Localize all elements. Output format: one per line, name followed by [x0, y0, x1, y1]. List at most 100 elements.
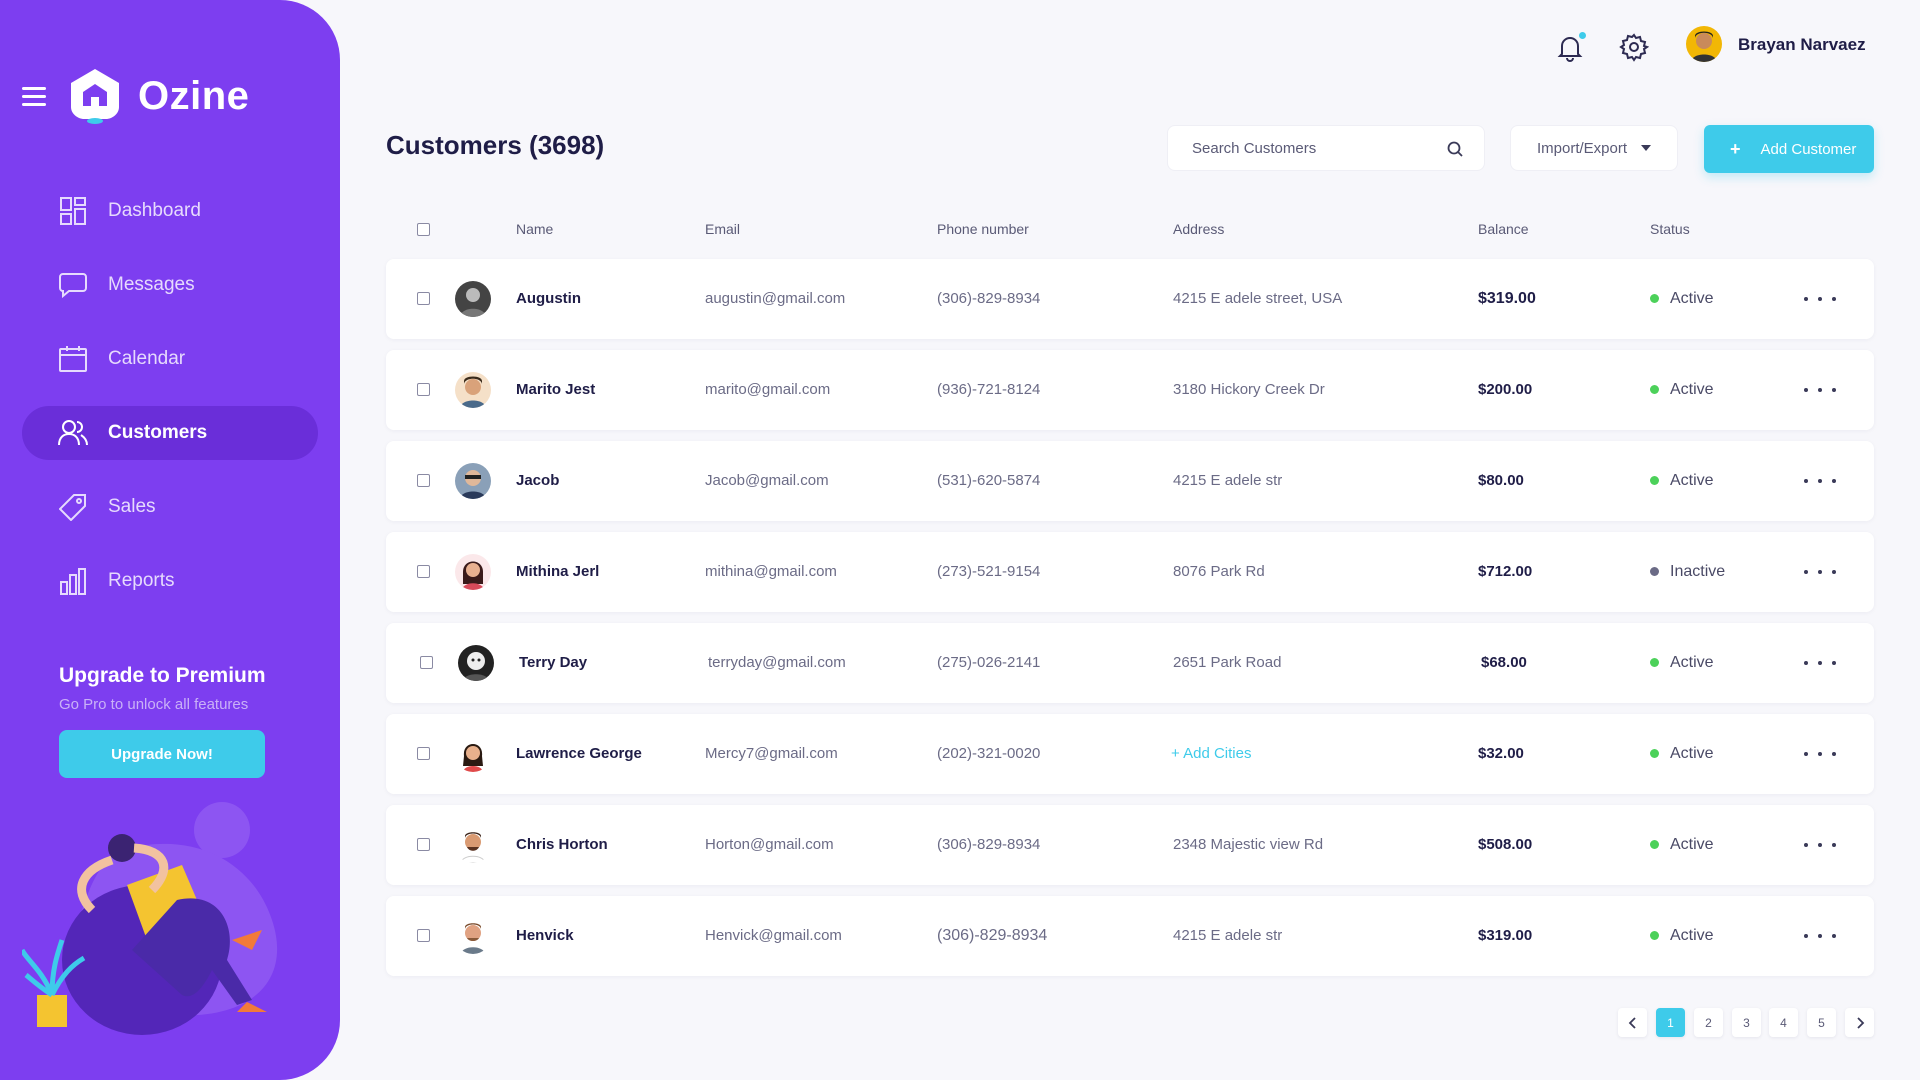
status-badge: Active	[1670, 745, 1714, 762]
customer-phone: (202)-321-0020	[937, 745, 1041, 762]
page-button[interactable]: 4	[1769, 1008, 1798, 1037]
more-options-icon[interactable]	[1804, 926, 1836, 946]
row-checkbox[interactable]	[417, 929, 430, 942]
customer-phone: (273)-521-9154	[937, 563, 1041, 580]
sidebar-item-label: Reports	[108, 570, 175, 591]
search-box[interactable]	[1167, 125, 1485, 171]
dashboard-icon	[58, 196, 88, 226]
customer-balance: $508.00	[1478, 836, 1533, 853]
sidebar-item-messages[interactable]: Messages	[22, 258, 318, 312]
table-row[interactable]: Lawrence George Mercy7@gmail.com (202)-3…	[386, 714, 1874, 794]
table-header: Name Email Phone number Address Balance …	[386, 218, 1874, 242]
customer-name[interactable]: Henvick	[516, 927, 574, 944]
row-checkbox[interactable]	[417, 747, 430, 760]
page-button[interactable]: 2	[1694, 1008, 1723, 1037]
status-badge: Active	[1670, 472, 1714, 489]
customer-address: 8076 Park Rd	[1173, 563, 1265, 580]
row-checkbox[interactable]	[420, 656, 433, 669]
status-badge: Active	[1670, 381, 1714, 398]
page-button[interactable]: 3	[1732, 1008, 1761, 1037]
notification-bell-icon[interactable]	[1555, 32, 1585, 62]
customer-name[interactable]: Terry Day	[519, 654, 588, 671]
row-checkbox[interactable]	[417, 474, 430, 487]
customer-phone: (306)-829-8934	[937, 290, 1041, 307]
premium-subtitle: Go Pro to unlock all features	[59, 696, 249, 713]
status-badge: Active	[1670, 654, 1714, 671]
avatar	[455, 463, 491, 499]
user-avatar[interactable]	[1686, 26, 1722, 62]
column-header-status[interactable]: Status	[1650, 221, 1690, 237]
column-header-email[interactable]: Email	[705, 221, 741, 237]
status-dot	[1650, 840, 1659, 849]
search-input[interactable]	[1190, 138, 1434, 158]
status-badge: Active	[1670, 927, 1714, 944]
row-checkbox[interactable]	[417, 565, 430, 578]
row-checkbox[interactable]	[417, 383, 430, 396]
row-checkbox[interactable]	[417, 292, 430, 305]
column-header-phone[interactable]: Phone number	[937, 221, 1029, 237]
customer-phone: (275)-026-2141	[937, 654, 1041, 671]
sidebar-item-label: Calendar	[108, 348, 186, 369]
brand-name: Ozine	[138, 73, 250, 118]
logo[interactable]: Ozine	[66, 66, 249, 126]
sidebar-item-sales[interactable]: Sales	[22, 480, 318, 534]
sidebar-item-customers[interactable]: Customers	[22, 406, 318, 460]
status-dot	[1650, 749, 1659, 758]
customer-name[interactable]: Jacob	[516, 472, 560, 489]
chevron-left-icon[interactable]	[1618, 1008, 1647, 1037]
customer-address: 4215 E adele street, USA	[1173, 290, 1343, 307]
customer-name[interactable]: Lawrence George	[516, 745, 642, 762]
customer-email: augustin@gmail.com	[705, 290, 846, 307]
sidebar-item-dashboard[interactable]: Dashboard	[22, 184, 318, 238]
sidebar-item-calendar[interactable]: Calendar	[22, 332, 318, 386]
more-options-icon[interactable]	[1804, 653, 1836, 673]
table-row[interactable]: Terry Day terryday@gmail.com (275)-026-2…	[386, 623, 1874, 703]
customer-name[interactable]: Chris Horton	[516, 836, 608, 853]
chevron-right-icon[interactable]	[1845, 1008, 1874, 1037]
more-options-icon[interactable]	[1804, 380, 1836, 400]
message-icon	[58, 270, 88, 300]
search-icon[interactable]	[1446, 140, 1464, 158]
page-button[interactable]: 5	[1807, 1008, 1836, 1037]
table-row[interactable]: Mithina Jerl mithina@gmail.com (273)-521…	[386, 532, 1874, 612]
column-header-address[interactable]: Address	[1173, 221, 1225, 237]
add-customer-button[interactable]: + Add Customer	[1704, 125, 1874, 173]
upgrade-button[interactable]: Upgrade Now!	[59, 730, 265, 778]
customer-name[interactable]: Augustin	[516, 290, 581, 307]
more-options-icon[interactable]	[1804, 471, 1836, 491]
status-badge: Active	[1670, 836, 1714, 853]
import-export-dropdown[interactable]: Import/Export	[1510, 125, 1678, 171]
column-header-name[interactable]: Name	[516, 221, 554, 237]
row-checkbox[interactable]	[417, 838, 430, 851]
customer-phone: (936)-721-8124	[937, 381, 1041, 398]
select-all-checkbox[interactable]	[417, 223, 430, 236]
add-cities-link[interactable]: + Add Cities	[1171, 745, 1252, 762]
more-options-icon[interactable]	[1804, 289, 1836, 309]
more-options-icon[interactable]	[1804, 562, 1836, 582]
sidebar-item-reports[interactable]: Reports	[22, 554, 318, 608]
customer-name[interactable]: Marito Jest	[516, 381, 596, 398]
customer-balance: $80.00	[1478, 472, 1524, 489]
status-dot	[1650, 658, 1659, 667]
customer-email: Horton@gmail.com	[705, 836, 834, 853]
avatar	[455, 827, 491, 863]
import-export-label: Import/Export	[1536, 139, 1628, 157]
more-options-icon[interactable]	[1804, 835, 1836, 855]
sidebar: Ozine Dashboard Messages	[0, 0, 340, 1080]
status-dot	[1650, 294, 1659, 303]
user-name[interactable]: Brayan Narvaez	[1738, 35, 1866, 54]
table-row[interactable]: Jacob Jacob@gmail.com (531)-620-5874 421…	[386, 441, 1874, 521]
page-button[interactable]: 1	[1656, 1008, 1685, 1037]
customer-name[interactable]: Mithina Jerl	[516, 563, 600, 580]
table-row[interactable]: Marito Jest marito@gmail.com (936)-721-8…	[386, 350, 1874, 430]
status-dot	[1650, 385, 1659, 394]
table-row[interactable]: Augustin augustin@gmail.com (306)-829-89…	[386, 259, 1874, 339]
table-row[interactable]: Henvick Henvick@gmail.com (306)-829-8934…	[386, 896, 1874, 976]
status-dot	[1650, 567, 1659, 576]
column-header-balance[interactable]: Balance	[1478, 221, 1529, 237]
customer-email: marito@gmail.com	[705, 381, 831, 398]
more-options-icon[interactable]	[1804, 744, 1836, 764]
menu-icon[interactable]	[22, 87, 46, 107]
settings-gear-icon[interactable]	[1619, 32, 1650, 62]
table-row[interactable]: Chris Horton Horton@gmail.com (306)-829-…	[386, 805, 1874, 885]
